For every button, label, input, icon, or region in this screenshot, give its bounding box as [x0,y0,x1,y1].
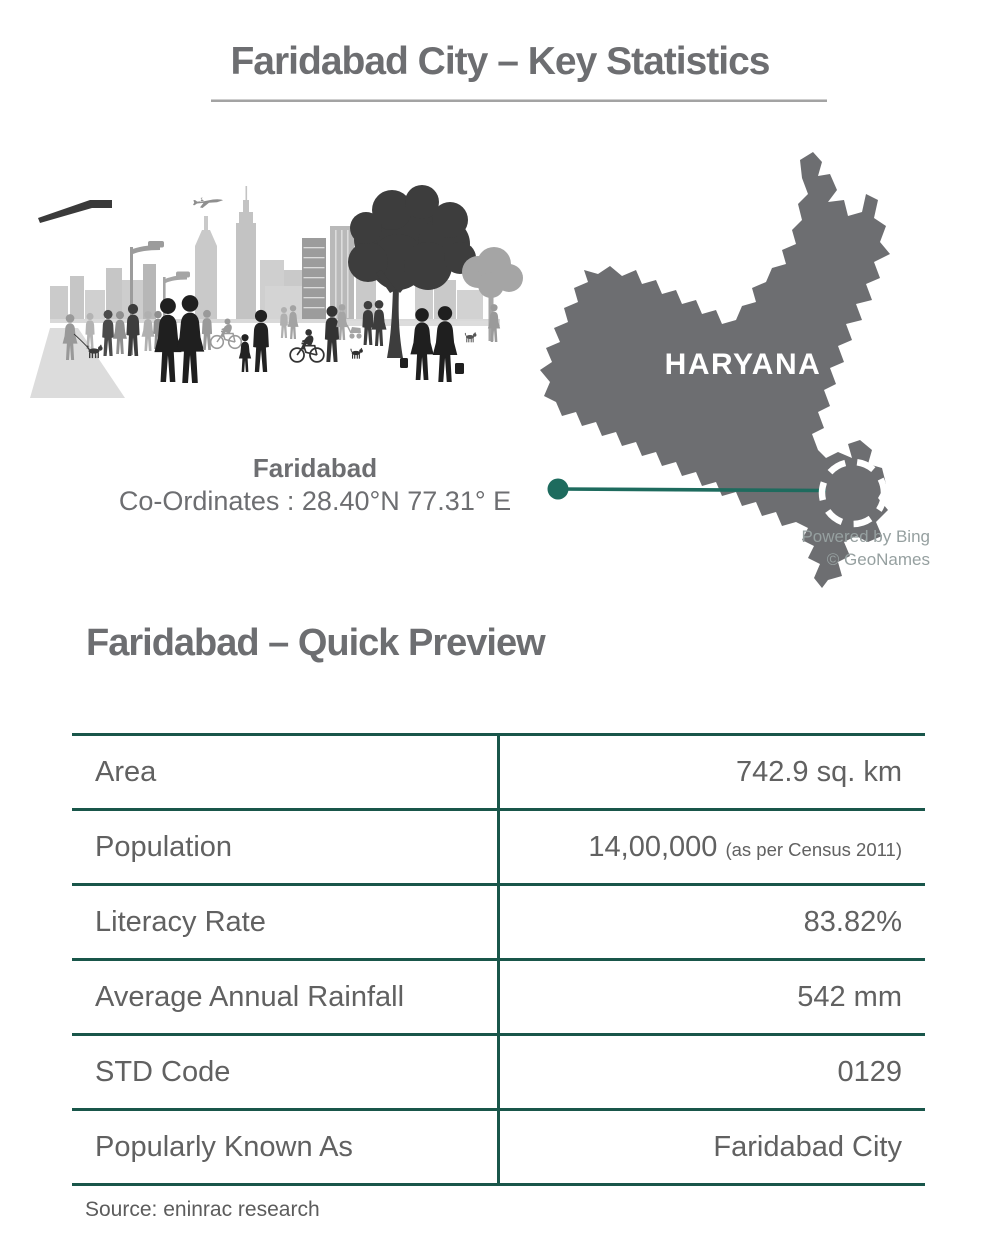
haryana-map: HARYANA Powered by Bing © GeoNames [530,150,1000,590]
city-caption: Faridabad Co-Ordinates : 28.40°N 77.31° … [85,452,545,518]
locator-dot [547,478,569,500]
handbag-icon [400,358,408,368]
table-column-divider [497,733,500,1186]
table-row-std-code: STD Code 0129 [72,1036,925,1111]
title-underline [211,99,827,102]
stroller-icon [346,324,362,339]
street-lamp-icon [130,241,164,355]
airplane-icon [193,197,223,208]
road [30,328,125,398]
tree-icon [462,247,523,341]
row-value: 742.9 sq. km [735,755,902,788]
city-coordinates: Co-Ordinates : 28.40°N 77.31° E [118,486,512,516]
cyclist-icon [289,329,325,363]
row-value: 542 mm [797,980,902,1013]
source-note: Source: eninrac research [85,1198,320,1221]
faridabad-highlight-circle [818,458,888,528]
row-label: Area [95,755,157,788]
row-value: 0129 [837,1055,902,1088]
handbag-icon [455,363,464,374]
row-label: Popularly Known As [95,1130,353,1163]
map-attribution: Powered by Bing © GeoNames [801,525,930,571]
attribution-geonames: © GeoNames [826,550,930,569]
row-value: 83.82% [803,905,902,938]
tree-icon [348,185,476,358]
city-name: Faridabad [252,453,378,483]
quick-preview-table: Area 742.9 sq. km Population 14,00,000 (… [72,733,925,1186]
page-title: Faridabad City – Key Statistics [230,40,770,83]
people-silhouettes [62,295,501,383]
row-label: Population [95,830,233,863]
row-label: Literacy Rate [95,905,266,938]
table-row-area: Area 742.9 sq. km [72,736,925,811]
locator-line [557,487,827,493]
row-value: 14,00,000 (as per Census 2011) [588,830,902,863]
city-skyline-illustration [30,185,523,398]
row-note: (as per Census 2011) [725,838,902,860]
haryana-state-shape [540,152,890,588]
attribution-bing: Powered by Bing [801,527,930,546]
quick-preview-heading: Faridabad – Quick Preview [86,622,546,664]
cyclist-icon [209,318,243,350]
row-label: Average Annual Rainfall [95,980,405,1013]
state-label: HARYANA [665,348,822,381]
row-label: STD Code [95,1055,231,1088]
street-lamp-icon [38,200,112,223]
row-value: Faridabad City [713,1130,902,1163]
